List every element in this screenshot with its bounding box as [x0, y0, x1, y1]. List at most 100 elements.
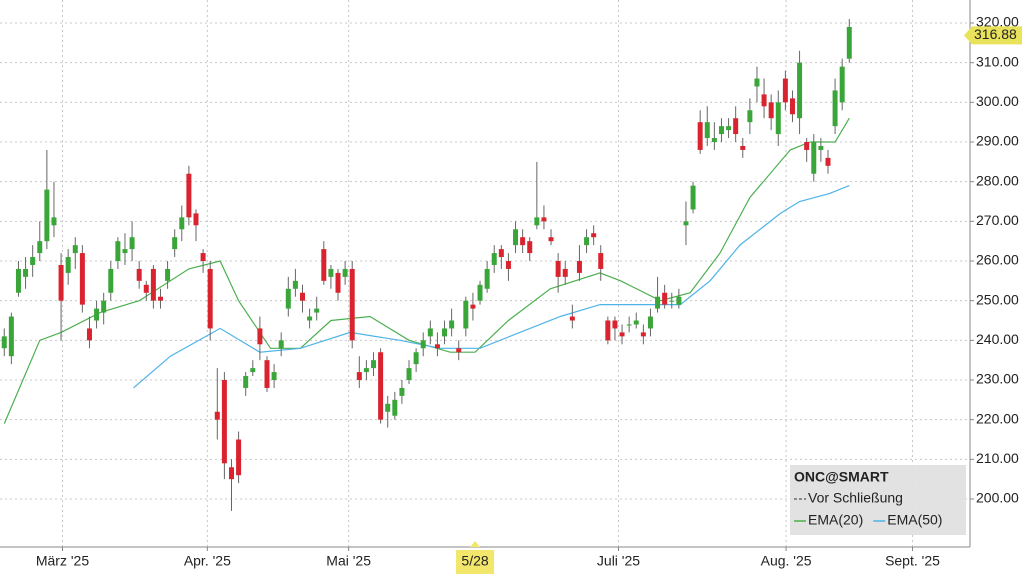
x-tick-label: Juli '25 [597, 553, 640, 569]
candle-body [321, 249, 327, 281]
candle-body [726, 126, 732, 131]
candle-body [406, 368, 412, 381]
candle-body [434, 344, 440, 349]
candle-body [86, 328, 92, 341]
y-tick-label: 300.00 [976, 93, 1019, 109]
candle-body [243, 376, 249, 388]
y-tick-label: 260.00 [976, 252, 1019, 268]
candle-body [811, 142, 817, 174]
candle-body [136, 268, 142, 281]
candle-body [470, 304, 476, 309]
candle-body [44, 189, 50, 242]
candle-body [683, 221, 689, 226]
candle-body [257, 328, 263, 345]
candle-body [101, 300, 107, 313]
candle-body [207, 268, 213, 329]
candle-body [413, 352, 419, 365]
candle-body [818, 145, 824, 150]
candle-body [747, 110, 753, 123]
candle-body [200, 253, 206, 262]
candle-body [491, 253, 497, 265]
x-tick-label: Aug. '25 [761, 553, 812, 569]
candle-body [541, 217, 547, 222]
candle-body [711, 138, 717, 143]
candle-body [399, 387, 405, 396]
legend-title: ONC@SMART [794, 469, 889, 485]
candle-body [72, 245, 78, 254]
candle-body [172, 237, 178, 250]
candle-body [335, 272, 341, 293]
candle-body [584, 237, 590, 246]
x-tick-label: März '25 [36, 553, 89, 569]
candle-body [527, 241, 533, 254]
x-tick-label: Apr. '25 [184, 553, 231, 569]
x-tick-label: Mai '25 [326, 553, 371, 569]
candle-body [328, 268, 334, 277]
candle-body [392, 399, 398, 416]
candle-body [23, 268, 29, 277]
candle-body [484, 268, 490, 289]
candle-body [626, 324, 632, 326]
ema-line [133, 185, 850, 389]
candle-body [427, 328, 433, 337]
candle-body [143, 284, 149, 293]
legend-item: EMA(20) [808, 512, 863, 528]
candle-body [8, 316, 14, 357]
y-tick-label: 320.00 [976, 14, 1019, 30]
candle-body [314, 308, 320, 313]
candle-body [221, 380, 227, 464]
candle-body [356, 372, 362, 381]
candle-body [51, 217, 57, 226]
candle-body [562, 268, 568, 277]
candle-body [1, 336, 7, 349]
candle-body [278, 340, 284, 349]
candle-body [505, 261, 511, 269]
candle-body [534, 217, 540, 226]
y-tick-label: 220.00 [976, 410, 1019, 426]
candle-body [775, 102, 781, 135]
candle-body [704, 122, 710, 139]
crosshair-marker [470, 541, 481, 547]
candle-body [186, 173, 192, 218]
candle-body [740, 145, 746, 150]
candle-body [789, 98, 795, 115]
candle-body [30, 257, 36, 265]
candle-body [420, 340, 426, 349]
legend-item: Vor Schließung [808, 490, 903, 506]
candle-body [797, 62, 803, 119]
candle-body [115, 241, 121, 262]
candle-body [157, 296, 163, 301]
candle-body [619, 332, 625, 337]
candle-body [598, 253, 604, 269]
candle-body [285, 288, 291, 309]
candle-body [463, 300, 469, 329]
candle-body [612, 320, 618, 329]
candle-body [456, 348, 462, 353]
candle-body [647, 316, 653, 329]
candle-body [513, 229, 519, 246]
candle-body [150, 268, 156, 301]
candle-body [718, 126, 724, 135]
candle-body [292, 280, 298, 289]
candle-body [676, 296, 682, 305]
candle-body [236, 439, 242, 476]
y-tick-label: 280.00 [976, 172, 1019, 188]
legend: ONC@SMART Vor Schließung EMA(20) EMA(50) [790, 465, 966, 535]
candle-body [449, 320, 455, 329]
candle-body [250, 368, 256, 373]
candle-body [548, 237, 554, 242]
candle-body [94, 308, 100, 321]
candle-body [385, 403, 391, 412]
candle-body [569, 316, 575, 321]
candle-body [804, 142, 810, 150]
y-tick-label: 250.00 [976, 291, 1019, 307]
candle-body [108, 268, 114, 293]
last-price-tag [964, 26, 1022, 45]
candle-body [477, 284, 483, 301]
candle-body [264, 360, 270, 388]
candle-body [832, 90, 838, 127]
candle-body [349, 268, 355, 341]
candle-body [363, 368, 369, 373]
candle-body [271, 372, 277, 381]
candle-body [825, 157, 831, 166]
